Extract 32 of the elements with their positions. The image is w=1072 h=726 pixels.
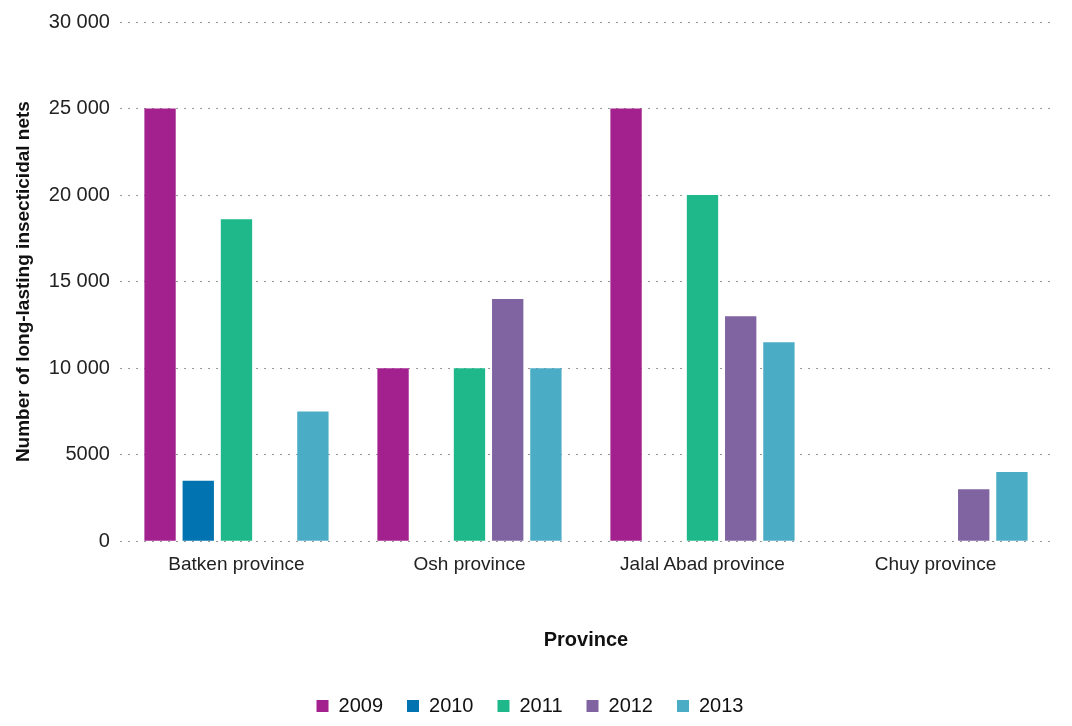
- legend-label: 2011: [519, 693, 563, 716]
- bar: [610, 108, 642, 541]
- bar: [453, 368, 486, 541]
- y-tick-label: 5000: [65, 442, 110, 465]
- bar: [725, 316, 757, 541]
- x-tick-label: Batken province: [168, 552, 305, 574]
- legend-label: 2012: [608, 693, 653, 716]
- bar: [996, 471, 1028, 541]
- y-tick-label: 10 000: [48, 355, 110, 378]
- legend-label: 2009: [338, 693, 384, 716]
- bar: [958, 489, 990, 541]
- y-axis-title: Number of long-lasting insecticidal nets: [11, 101, 33, 463]
- y-tick-label: 0: [98, 528, 110, 551]
- bar: [492, 298, 524, 541]
- legend-label: 2013: [699, 693, 744, 716]
- y-tick-label: 25 000: [48, 96, 110, 119]
- bar: [297, 411, 329, 541]
- y-tick-label: 30 000: [48, 9, 110, 32]
- y-tick-label: 15 000: [48, 269, 110, 292]
- x-tick-label: Osh province: [413, 552, 526, 574]
- bar: [220, 219, 253, 541]
- bar: [144, 108, 176, 541]
- bar: [182, 480, 214, 541]
- x-tick-label: Jalal Abad province: [620, 552, 785, 574]
- legend-label: 2010: [429, 693, 474, 716]
- bar: [377, 368, 409, 541]
- x-axis-title: Province: [543, 627, 629, 650]
- bar: [686, 195, 719, 541]
- y-tick-label: 20 000: [48, 182, 110, 205]
- x-tick-label: Chuy province: [874, 552, 997, 574]
- bar: [530, 368, 562, 541]
- bar: [763, 342, 795, 541]
